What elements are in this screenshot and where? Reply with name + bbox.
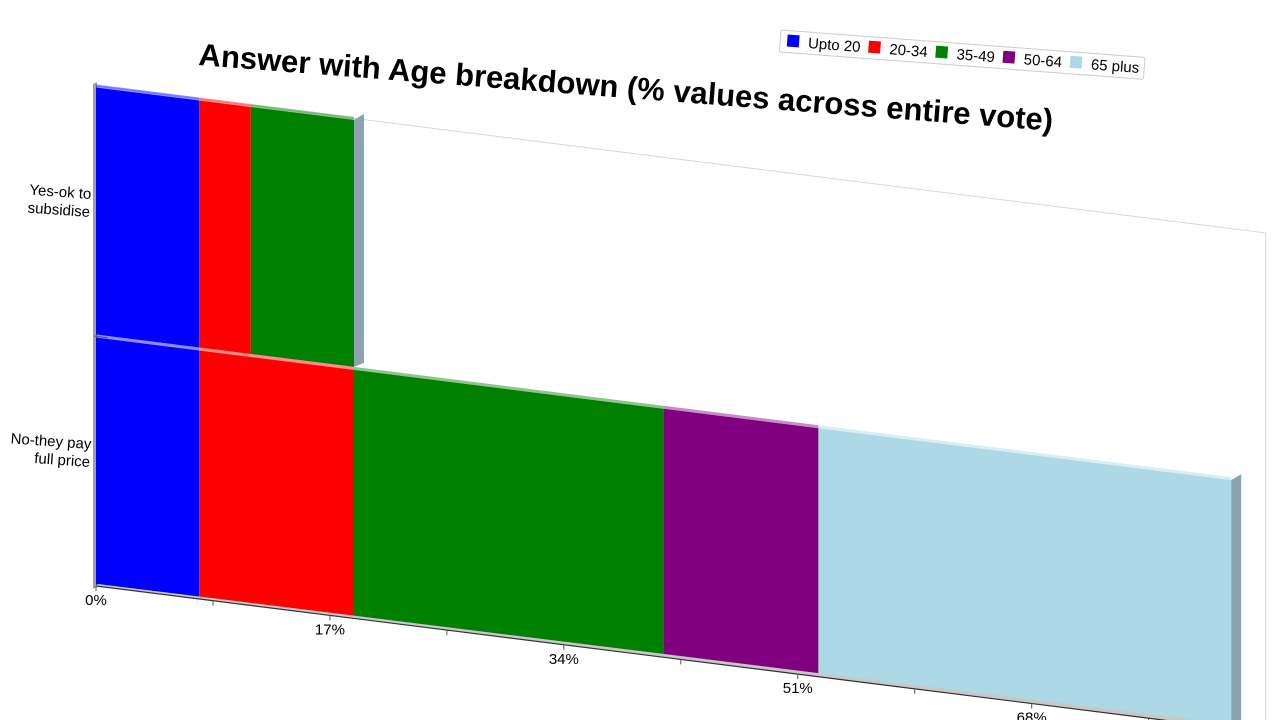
bar-segment [96,87,200,348]
legend-label: 50-64 [1023,51,1063,71]
bar-top-face [663,405,819,429]
x-tick-label: 17% [315,621,345,638]
x-tick-label: 0% [85,592,107,609]
legend-swatch [786,34,800,48]
legend-label: 20-34 [889,41,929,61]
bar-top-face [96,334,200,351]
legend-swatch [1002,50,1016,64]
legend-swatch [935,45,949,59]
bar-row-0 [96,84,364,367]
x-tick-label: 34% [549,651,579,668]
bar-top-face [250,103,354,120]
legend-label: 35-49 [956,46,996,66]
bar-end-face [1231,474,1242,720]
axis-floor [96,584,1198,720]
category-labels: Yes-ok tosubsidise No-they payfull price [9,182,93,471]
x-tick-label: 68% [1017,710,1047,720]
bar-top-face [96,84,200,101]
x-tick-label: 51% [783,680,813,697]
x-axis: 0%17%34%51%68%85% [85,584,1198,720]
bar-end-face [354,113,364,367]
bar-segment [96,337,200,598]
bar-segment [354,369,664,656]
legend-label: Upto 20 [807,35,861,56]
legend-label: 65 plus [1090,56,1140,77]
legend-swatch [868,40,881,54]
category-label: Yes-ok tosubsidise [27,182,92,221]
bar-segment [250,106,354,367]
category-label: No-they payfull price [9,430,93,471]
bar-top-face [199,347,354,370]
category-divider [93,335,109,339]
bar-segment [199,100,251,354]
legend-swatch [1069,55,1083,69]
legend: Upto 20 20-34 35-49 50-64 65 plus [778,29,1146,80]
bar-row-1 [96,334,1242,720]
bars-group [93,84,1242,720]
bar-top-face [199,97,251,107]
bar-segment [663,408,819,676]
bar-top-face [354,366,664,409]
bar-segment [199,350,354,617]
bar-segment [818,428,1232,720]
bar-top-face [818,425,1232,481]
